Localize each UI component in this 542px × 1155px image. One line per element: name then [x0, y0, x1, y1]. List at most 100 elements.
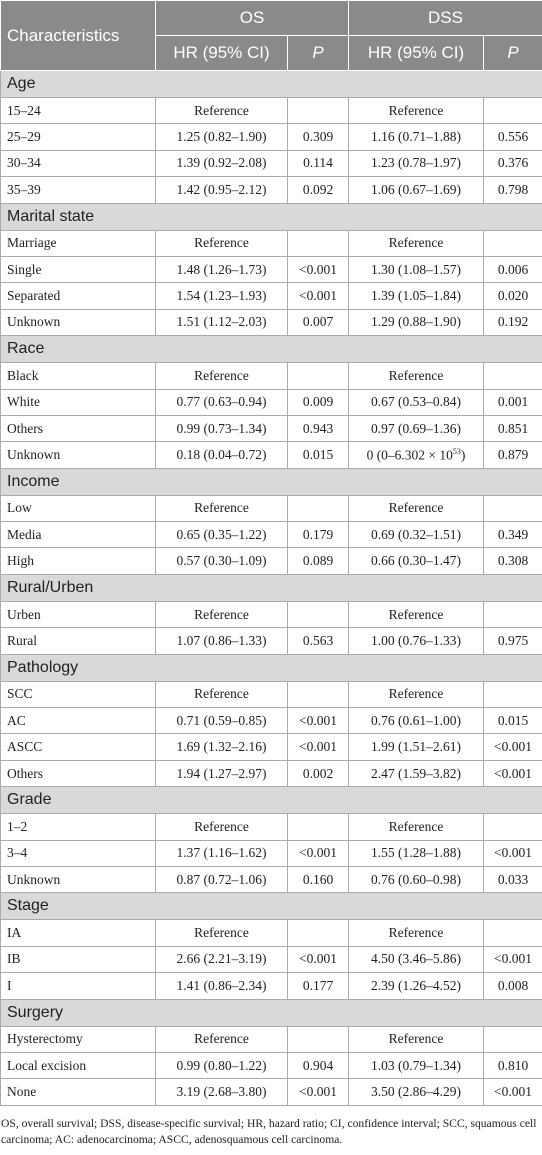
section-row: Marital state	[0, 202, 542, 231]
cell: 1.94 (1.27–2.97)	[155, 759, 288, 788]
cell: I	[0, 972, 156, 1000]
cell: 1–2	[0, 813, 156, 841]
cell: 0.349	[483, 521, 542, 549]
cell: 1.39 (0.92–2.08)	[155, 149, 288, 178]
data-row: IB 2.66 (2.21–3.19) <0.001 4.50 (3.46–5.86)…	[0, 945, 542, 974]
cell: IB	[0, 945, 156, 974]
cell: 1.16 (0.71–1.88)	[348, 123, 484, 151]
cell: 0.798	[483, 176, 542, 204]
cell	[287, 494, 349, 523]
cell: 0.015	[287, 441, 349, 469]
cell	[483, 600, 542, 629]
cell: 0.69 (0.32–1.51)	[348, 521, 484, 549]
data-row: High 0.57 (0.30–1.09) 0.089 0.66 (0.30–1.47…	[0, 547, 542, 575]
cell: 0.033	[483, 865, 542, 894]
data-row: Others 1.94 (1.27–2.97) 0.002 2.47 (1.59–3.…	[0, 759, 542, 788]
data-row: ASCC 1.69 (1.32–2.16) <0.001 1.99 (1.51–2.6…	[0, 733, 542, 761]
cell	[483, 919, 542, 947]
cell: 25–29	[0, 123, 156, 151]
data-row: Others 0.99 (0.73–1.34) 0.943 0.97 (0.69–1.…	[0, 414, 542, 443]
cell: 0.114	[287, 149, 349, 178]
data-row: AC 0.71 (0.59–0.85) <0.001 0.76 (0.61–1.00)…	[0, 707, 542, 735]
section-label: Rural/Urben	[0, 573, 542, 602]
cell: 0.57 (0.30–1.09)	[155, 547, 288, 575]
cell: 1.00 (0.76–1.33)	[348, 627, 484, 655]
data-row: Urben Reference Reference	[0, 600, 542, 629]
cell: 0.556	[483, 123, 542, 151]
cell: Unknown	[0, 308, 156, 337]
section-label: Race	[0, 335, 542, 364]
header-cell: HR (95% CI)	[348, 35, 484, 71]
cell: 0.563	[287, 627, 349, 655]
data-row: I 1.41 (0.86–2.34) 0.177 2.39 (1.26–4.52) 0.…	[0, 972, 542, 1000]
data-row: Unknown 1.51 (1.12–2.03) 0.007 1.29 (0.88–1…	[0, 308, 542, 337]
cell: <0.001	[287, 1078, 349, 1106]
header-cell: DSS	[348, 0, 542, 36]
cell	[483, 1025, 542, 1053]
cell: Reference	[348, 229, 484, 257]
cell: 30–34	[0, 149, 156, 178]
cell: 0.092	[287, 176, 349, 204]
cell: 0.160	[287, 865, 349, 894]
cell: None	[0, 1078, 156, 1106]
cell	[287, 1025, 349, 1053]
cell	[287, 680, 349, 709]
data-row: 35–39 1.42 (0.95–2.12) 0.092 1.06 (0.67–1.6…	[0, 176, 542, 204]
section-label: Income	[0, 467, 542, 496]
section-row: Race	[0, 335, 542, 364]
data-row: IA Reference Reference	[0, 919, 542, 947]
cell: 0.810	[483, 1051, 542, 1080]
data-row: Unknown 0.18 (0.04–0.72) 0.015 0 (0–6.302 ×…	[0, 441, 542, 469]
cell	[483, 494, 542, 523]
cell: 3.50 (2.86–4.29)	[348, 1078, 484, 1106]
cell: 0.879	[483, 441, 542, 469]
section-row: Pathology	[0, 653, 542, 682]
cell: <0.001	[483, 1078, 542, 1106]
cell: 0.77 (0.63–0.94)	[155, 388, 288, 416]
cell: Others	[0, 759, 156, 788]
cell: 1.07 (0.86–1.33)	[155, 627, 288, 655]
data-row: Black Reference Reference	[0, 362, 542, 390]
data-row: Rural 1.07 (0.86–1.33) 0.563 1.00 (0.76–1.3…	[0, 627, 542, 655]
cell: 1.39 (1.05–1.84)	[348, 282, 484, 310]
cell: <0.001	[287, 839, 349, 867]
cell: <0.001	[483, 733, 542, 761]
data-row: Low Reference Reference	[0, 494, 542, 523]
cell: Reference	[155, 600, 288, 629]
data-row: 25–29 1.25 (0.82–1.90) 0.309 1.16 (0.71–1.8…	[0, 123, 542, 151]
data-row: Single 1.48 (1.26–1.73) <0.001 1.30 (1.08–1…	[0, 255, 542, 284]
cell: Unknown	[0, 865, 156, 894]
cell: ASCC	[0, 733, 156, 761]
data-row: Separated 1.54 (1.23–1.93) <0.001 1.39 (1.0…	[0, 282, 542, 310]
cell: Local excision	[0, 1051, 156, 1080]
section-row: Age	[0, 70, 542, 98]
cell: 0.18 (0.04–0.72)	[155, 441, 288, 469]
cell: 1.69 (1.32–2.16)	[155, 733, 288, 761]
cell: IA	[0, 919, 156, 947]
section-row: Stage	[0, 892, 542, 921]
cell: Single	[0, 255, 156, 284]
data-row: 3–4 1.37 (1.16–1.62) <0.001 1.55 (1.28–1.88…	[0, 839, 542, 867]
cell: 0.943	[287, 414, 349, 443]
cell: 0.76 (0.60–0.98)	[348, 865, 484, 894]
cell: Reference	[348, 600, 484, 629]
cell: 1.25 (0.82–1.90)	[155, 123, 288, 151]
cell	[483, 362, 542, 390]
cell: 0.309	[287, 123, 349, 151]
cell: 1.23 (0.78–1.97)	[348, 149, 484, 178]
cell	[483, 96, 542, 125]
cell: 1.03 (0.79–1.34)	[348, 1051, 484, 1080]
cell	[483, 229, 542, 257]
cell-part: 53	[452, 446, 461, 456]
cell: 0.76 (0.61–1.00)	[348, 707, 484, 735]
cell: 2.47 (1.59–3.82)	[348, 759, 484, 788]
cell: 15–24	[0, 96, 156, 125]
cell: 1.41 (0.86–2.34)	[155, 972, 288, 1000]
cell	[483, 680, 542, 709]
header-cell: OS	[155, 0, 349, 36]
data-row: Hysterectomy Reference Reference	[0, 1025, 542, 1053]
cell: 0.975	[483, 627, 542, 655]
cell: AC	[0, 707, 156, 735]
cell: 0.87 (0.72–1.06)	[155, 865, 288, 894]
cell: 0.015	[483, 707, 542, 735]
